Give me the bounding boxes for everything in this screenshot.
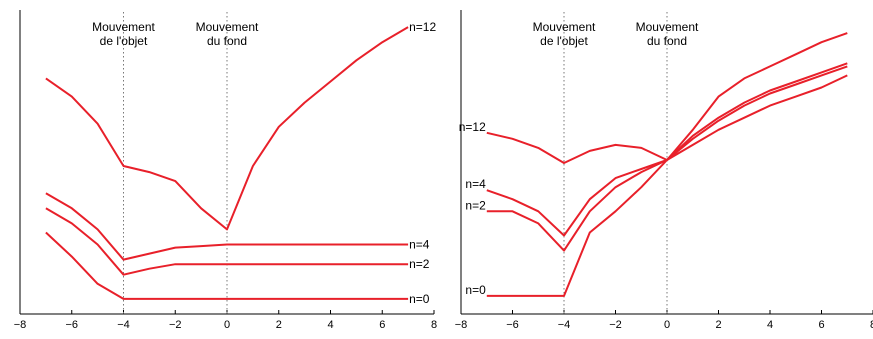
series-line-n-12: [45, 26, 409, 231]
x-tick-label: −4: [558, 319, 571, 331]
annotation-text: de l'objet: [100, 34, 148, 48]
series-label: n=4: [465, 177, 486, 191]
series-label: n=4: [409, 238, 430, 252]
x-tick-label: 8: [431, 319, 437, 331]
x-tick-label: −2: [169, 319, 182, 331]
x-tick-label: 6: [818, 319, 824, 331]
series-label: n=0: [409, 292, 430, 306]
annotation-text: Mouvement: [196, 20, 259, 34]
x-tick-label: 0: [224, 319, 230, 331]
x-tick-label: −6: [506, 319, 519, 331]
series-label: n=2: [465, 198, 486, 212]
annotation-text: de l'objet: [540, 34, 588, 48]
series-line-n-0: [45, 231, 409, 300]
x-tick-label: 2: [276, 319, 282, 331]
x-tick-label: −8: [455, 319, 468, 331]
series-label: n=12: [409, 20, 436, 34]
x-tick-label: 2: [715, 319, 721, 331]
x-tick-label: 4: [327, 319, 333, 331]
x-tick-label: −6: [65, 319, 78, 331]
x-tick-label: 0: [664, 319, 670, 331]
x-tick-label: −2: [609, 319, 622, 331]
x-tick-label: −4: [117, 319, 130, 331]
series-label: n=12: [459, 120, 486, 134]
annotation-text: Mouvement: [533, 20, 596, 34]
x-tick-label: 4: [767, 319, 773, 331]
x-tick-label: −8: [14, 319, 27, 331]
series-label: n=2: [409, 257, 430, 271]
annotation-text: du fond: [207, 34, 247, 48]
annotation-text: du fond: [647, 34, 687, 48]
annotation-text: Mouvement: [636, 20, 699, 34]
annotation-text: Mouvement: [92, 20, 155, 34]
series-line-n-2: [45, 207, 409, 276]
x-tick-label: 8: [870, 319, 873, 331]
x-tick-label: 6: [379, 319, 385, 331]
series-line-n-0: [486, 74, 848, 297]
series-line-n-4: [45, 192, 409, 261]
series-label: n=0: [465, 283, 486, 297]
